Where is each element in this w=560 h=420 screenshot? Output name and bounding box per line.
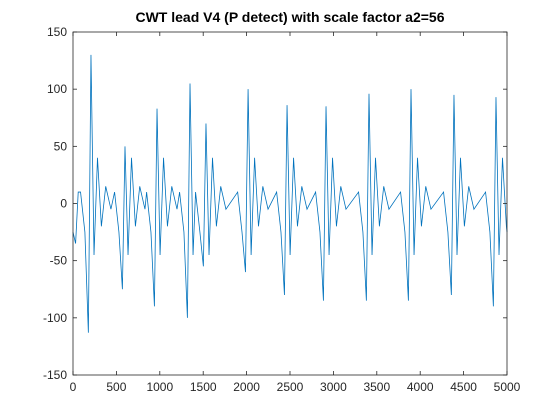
- x-tick-label: 1500: [190, 380, 217, 394]
- x-tick-label: 1000: [146, 380, 173, 394]
- y-tick-label: -150: [43, 368, 67, 382]
- y-tick-label: 0: [60, 197, 67, 211]
- y-tick-label: -50: [50, 254, 68, 268]
- x-tick-label: 4000: [407, 380, 434, 394]
- x-tick-label: 3000: [320, 380, 347, 394]
- chart-title: CWT lead V4 (P detect) with scale factor…: [135, 9, 444, 25]
- y-tick-label: 150: [47, 25, 67, 39]
- y-tick-label: 100: [47, 82, 67, 96]
- x-tick-label: 2000: [233, 380, 260, 394]
- x-tick-label: 2500: [277, 380, 304, 394]
- x-tick-label: 3500: [363, 380, 390, 394]
- data-line: [72, 54, 508, 333]
- x-tick-label: 5000: [494, 380, 521, 394]
- x-tick-label: 4500: [450, 380, 477, 394]
- x-tick-label: 0: [70, 380, 77, 394]
- y-tick-label: -100: [43, 311, 67, 325]
- x-tick-label: 500: [106, 380, 126, 394]
- y-tick-label: 50: [54, 139, 68, 153]
